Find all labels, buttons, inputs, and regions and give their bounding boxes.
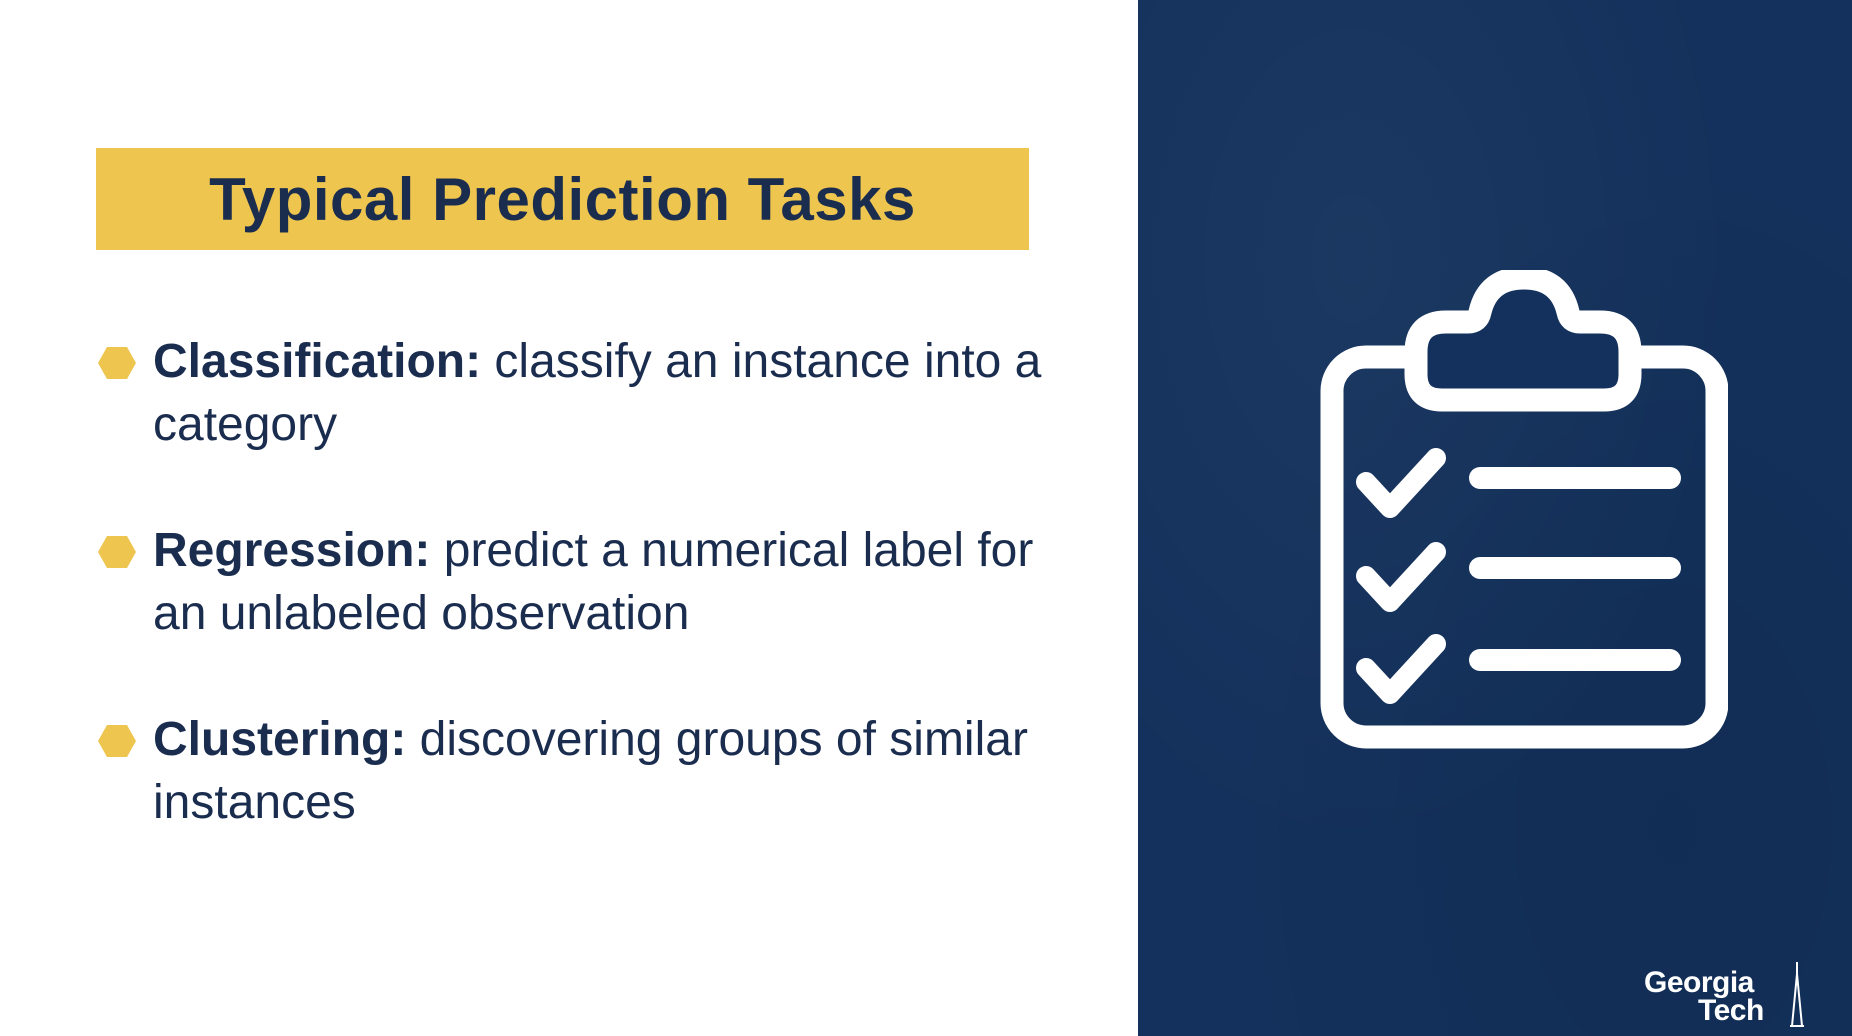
title-banner: Typical Prediction Tasks bbox=[96, 148, 1029, 250]
bullet-term: Clustering: bbox=[153, 713, 407, 766]
bullet-description: classify an instance into a category bbox=[153, 335, 1042, 451]
bullet-term: Regression: bbox=[153, 524, 431, 577]
hexagon-icon bbox=[98, 536, 136, 568]
tech-tower-icon bbox=[1790, 962, 1804, 1027]
hexagon-icon bbox=[98, 725, 136, 757]
logo-line-tech: Tech bbox=[1698, 994, 1764, 1027]
bullet-description: predict a numerical label for an unlabel… bbox=[153, 524, 1034, 640]
bullet-description: discovering groups of similar instances bbox=[153, 713, 1028, 829]
bullet-list: Classification: classify an instance int… bbox=[96, 330, 1096, 897]
illustration-panel bbox=[1138, 0, 1852, 1036]
bullet-item-regression: Regression: predict a numerical label fo… bbox=[96, 519, 1096, 645]
bullet-item-clustering: Clustering: discovering groups of simila… bbox=[96, 708, 1096, 834]
logo-line-georgia: Georgia bbox=[1644, 966, 1754, 999]
clipboard-checklist-icon bbox=[1320, 270, 1728, 749]
bullet-term: Classification: bbox=[153, 335, 482, 388]
bullet-item-classification: Classification: classify an instance int… bbox=[96, 330, 1096, 456]
hexagon-icon bbox=[98, 347, 136, 379]
content-panel: Typical Prediction Tasks Classification:… bbox=[96, 148, 1096, 897]
georgia-tech-logo: Georgia Tech bbox=[1642, 960, 1812, 1028]
slide-title: Typical Prediction Tasks bbox=[209, 165, 916, 233]
